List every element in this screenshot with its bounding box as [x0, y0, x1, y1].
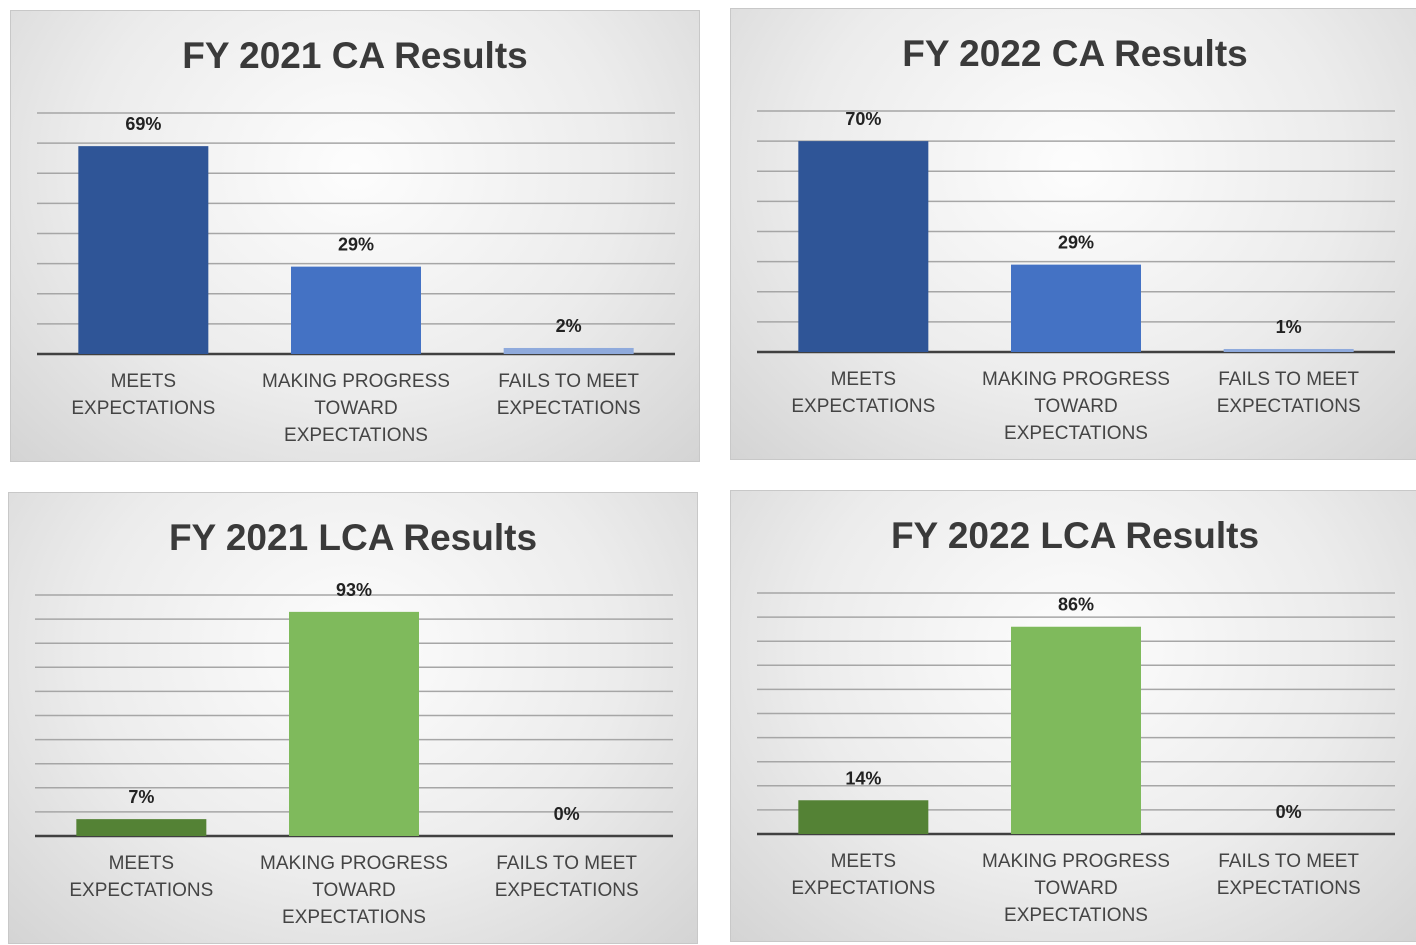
- chart-panel: FY 2022 CA Results 70% 29% 1% MEETS EXPECTAT…: [730, 8, 1416, 460]
- chart: 69% 29% 2%: [37, 112, 675, 356]
- data-label: 0%: [554, 804, 580, 824]
- x-tick-label: MAKING PROGRESS TOWARD EXPECTATIONS: [982, 369, 1170, 444]
- data-label: 0%: [1276, 802, 1302, 822]
- bar: [798, 800, 929, 834]
- data-label: 1%: [1276, 317, 1302, 337]
- chart-panel: FY 2021 CA Results 69% 29% 2% MEETS EXPECTAT…: [10, 10, 700, 462]
- chart-panel: FY 2021 LCA Results 7% 93% 0% MEETS EXPECTAT…: [8, 492, 698, 944]
- chart: 14% 86% 0%: [757, 592, 1395, 836]
- chart: 70% 29% 1%: [757, 109, 1395, 354]
- bar: [1011, 626, 1141, 834]
- chart: 7% 93% 0%: [35, 580, 673, 838]
- x-tick-label: FAILS TO MEET EXPECTATIONS: [496, 371, 641, 419]
- x-tick-label: FAILS TO MEET EXPECTATIONS: [1216, 369, 1361, 417]
- data-label: 2%: [556, 316, 582, 336]
- x-tick-label: FAILS TO MEET EXPECTATIONS: [1216, 851, 1361, 899]
- data-label: 93%: [336, 580, 372, 600]
- data-label: 14%: [845, 768, 881, 788]
- x-tick-label: MEETS EXPECTATIONS: [71, 371, 216, 419]
- bar: [291, 266, 421, 354]
- x-tick-label: FAILS TO MEET EXPECTATIONS: [494, 853, 639, 901]
- x-tick-label: MAKING PROGRESS TOWARD EXPECTATIONS: [982, 851, 1170, 926]
- chart-panel: FY 2022 LCA Results 14% 86% 0% MEETS EXPECTA…: [730, 490, 1416, 942]
- data-label: 69%: [125, 114, 161, 134]
- x-tick-label: MEETS EXPECTATIONS: [791, 369, 936, 417]
- chart-title: FY 2022 CA Results: [902, 33, 1248, 74]
- chart-title: FY 2021 LCA Results: [168, 517, 538, 558]
- data-label: 7%: [128, 787, 154, 807]
- bar: [503, 347, 634, 354]
- bar: [289, 611, 419, 836]
- data-label: 70%: [845, 109, 881, 129]
- x-tick-label: MEETS EXPECTATIONS: [791, 851, 936, 899]
- bar: [76, 819, 207, 836]
- chart-title: FY 2022 LCA Results: [890, 515, 1260, 556]
- bar: [1223, 348, 1354, 352]
- x-tick-label: MAKING PROGRESS TOWARD EXPECTATIONS: [260, 853, 448, 928]
- data-label: 29%: [1058, 233, 1094, 253]
- bar: [798, 141, 929, 352]
- data-label: 29%: [338, 235, 374, 255]
- x-tick-label: MEETS EXPECTATIONS: [69, 853, 214, 901]
- data-label: 86%: [1058, 595, 1094, 615]
- bar: [78, 146, 209, 354]
- bar: [1011, 264, 1141, 352]
- chart-title: FY 2021 CA Results: [182, 35, 528, 76]
- x-tick-label: MAKING PROGRESS TOWARD EXPECTATIONS: [262, 371, 450, 446]
